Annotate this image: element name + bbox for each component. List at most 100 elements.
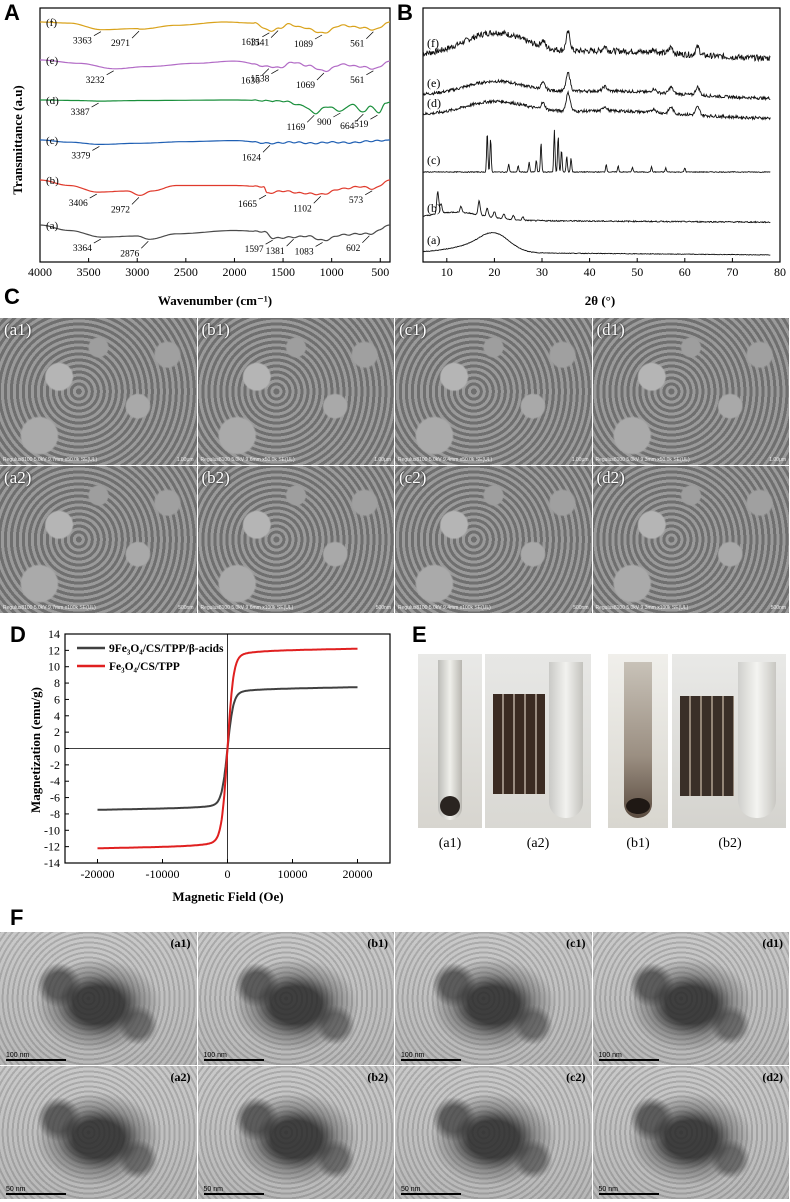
xrd-xtick-label: 40 — [584, 265, 596, 279]
ftir-peak-arrow — [286, 238, 294, 247]
sem-image-grid: (a1) Regulus8100 5.0kV 9.7mm x50.0k SE(UL… — [0, 318, 790, 614]
ftir-peak-label: 3363 — [73, 37, 92, 47]
sem-image-c1: (c1) Regulus8100 5.0kV 9.4mm x50.0k SE(UL… — [395, 318, 592, 465]
ftir-peak-label: 561 — [350, 76, 365, 86]
ftir-series-line — [40, 59, 391, 73]
sem-metadata: Regulus8100 5.0kV 9.3mm x100k SE(UL) — [595, 605, 689, 611]
ftir-peak-label: 1169 — [287, 123, 306, 133]
ftir-peak-label: 1102 — [293, 204, 312, 214]
ftir-peak-arrow — [131, 197, 140, 205]
ftir-series-label: (c) — [46, 135, 59, 147]
ftir-peak-label: 3387 — [71, 108, 90, 118]
tem-image-grid: (a1) 100 nm (b1) 100 nm (c1) 100 nm (d1) 100 nm… — [0, 932, 790, 1202]
tem-scale-bar — [598, 1059, 659, 1061]
ftir-peak-label: 2876 — [120, 249, 139, 259]
ftir-chart: 4000 3500 3000 2500 2000 1500 1000 500 (f) 3363 2… — [10, 7, 391, 308]
ftir-peak-arrow — [333, 112, 341, 118]
sem-scale-label: 1.00μm — [571, 457, 589, 463]
mag-ytick-label: 8 — [54, 676, 60, 690]
photo-caption-b1: (b1) — [626, 836, 650, 851]
ftir-ylabel: Transmittance (a.u) — [10, 85, 25, 195]
xrd-series-label: (b) — [427, 201, 441, 215]
xrd-series-line — [422, 29, 771, 63]
xrd-xtick-label: 10 — [441, 265, 453, 279]
sem-label: (c2) — [399, 468, 427, 487]
mag-legend-label: Fe₃O₄/CS/TPP — [109, 661, 180, 673]
ftir-series-label: (d) — [46, 95, 59, 107]
xrd-xlabel: 2θ (°) — [585, 293, 615, 308]
ftir-series-line — [40, 21, 391, 34]
ftir-peak-label: 1538 — [250, 75, 269, 85]
ftir-peak-arrow — [362, 235, 370, 244]
tem-image-c2: (c2) 50 nm — [395, 1066, 592, 1199]
mag-ytick-label: -12 — [44, 840, 60, 854]
mag-ytick-label: 4 — [54, 709, 60, 723]
xrd-frame — [422, 7, 781, 263]
ftir-peak-arrow — [314, 34, 323, 40]
tem-label: (b2) — [367, 1070, 388, 1084]
ftir-xtick-label: 1500 — [271, 265, 295, 279]
mag-ytick-label: 14 — [48, 627, 60, 641]
xrd-series-label: (c) — [427, 153, 440, 167]
ftir-peak-label: 2971 — [111, 39, 130, 49]
xrd-series-label: (d) — [427, 96, 441, 110]
ftir-peak-label: 1665 — [238, 200, 257, 210]
sem-metadata: Regulus8100 5.0kV 9.4mm x100k SE(UL) — [398, 605, 491, 611]
tem-label: (d2) — [762, 1070, 783, 1084]
tem-image-d1: (d1) 100 nm — [592, 932, 789, 1065]
xrd-series-label: (f) — [427, 36, 439, 50]
ftir-peak-label: 3379 — [71, 151, 90, 161]
tem-image-a1: (a1) 100 nm — [0, 932, 197, 1065]
sem-scale-label: 1.00μm — [769, 457, 786, 463]
sem-scale-label: 500nm — [573, 605, 589, 611]
tem-image-b1: (b1) 100 nm — [197, 932, 394, 1065]
mag-ytick-label: -10 — [44, 823, 60, 837]
panel-letter-a: A — [4, 0, 20, 25]
ftir-xtick-label: 1000 — [320, 265, 344, 279]
tem-scale-label: 50 nm — [401, 1186, 421, 1193]
ftir-frame — [39, 7, 391, 263]
sem-label: (b2) — [201, 468, 230, 487]
mag-xtick-label: 20000 — [343, 867, 373, 881]
tem-image-a2: (a2) 50 nm — [0, 1066, 197, 1199]
ftir-peak-arrow — [265, 239, 273, 245]
sem-image-a1: (a1) Regulus8100 5.0kV 9.7mm x50.0k SE(UL… — [0, 318, 197, 465]
sem-scale-label: 1.00μm — [374, 457, 391, 463]
xrd-series-label: (a) — [427, 233, 440, 247]
mag-ytick-label: 10 — [48, 660, 60, 674]
ftir-peak-arrow — [366, 70, 374, 76]
ftir-peak-label: 3232 — [86, 76, 105, 86]
panel-letter-f: F — [10, 905, 24, 930]
ftir-peak-label: 1381 — [266, 247, 285, 257]
ftir-peak-arrow — [306, 114, 315, 123]
ftir-peak-arrow — [356, 113, 364, 122]
ftir-xtick-label: 3000 — [125, 265, 149, 279]
xrd-xtick-label: 60 — [679, 265, 691, 279]
tem-image-d2: (d2) 50 nm — [592, 1066, 789, 1199]
mag-ytick-label: -6 — [50, 791, 60, 805]
ftir-peak-label: 664 — [340, 122, 355, 132]
ftir-xtick-label: 2500 — [174, 265, 198, 279]
photo-caption-a2: (a2) — [526, 836, 550, 851]
ftir-xlabel: Wavenumber (cm⁻¹) — [158, 293, 272, 308]
sem-image-d2: (d2) Regulus8100 5.0kV 9.3mm x100k SE(UL)… — [592, 466, 789, 613]
photo-caption-b2: (b2) — [718, 836, 742, 851]
sem-metadata: Regulus8100 5.0kV 9.7mm x100k SE(UL) — [3, 605, 96, 611]
ftir-peak-label: 519 — [354, 120, 369, 130]
sem-metadata: Regulus8100 5.0kV 9.6mm x100k SE(UL) — [200, 605, 294, 611]
ftir-series-line — [40, 99, 390, 115]
panel-letter-d: D — [10, 622, 26, 647]
mag-ytick-label: 2 — [54, 725, 60, 739]
ftir-peak-arrow — [313, 196, 321, 204]
panel-letter-e: E — [412, 622, 427, 647]
sem-scale-label: 500nm — [178, 605, 194, 611]
xrd-series-line — [422, 90, 771, 121]
sem-label: (c1) — [399, 320, 427, 339]
xrd-xtick-label: 70 — [726, 265, 738, 279]
sem-image-d1: (d1) Regulus8100 5.0kV 9.3mm x50.0k SE(UL… — [592, 318, 789, 465]
tem-label: (b1) — [367, 936, 388, 950]
mag-ytick-label: -2 — [50, 758, 60, 772]
xrd-chart: 10 20 30 40 50 60 70 80 (f) (e) (d) (c) (b) (a) 2θ (… — [422, 7, 786, 308]
tem-scale-bar — [203, 1059, 264, 1061]
xrd-series-line — [422, 232, 771, 256]
